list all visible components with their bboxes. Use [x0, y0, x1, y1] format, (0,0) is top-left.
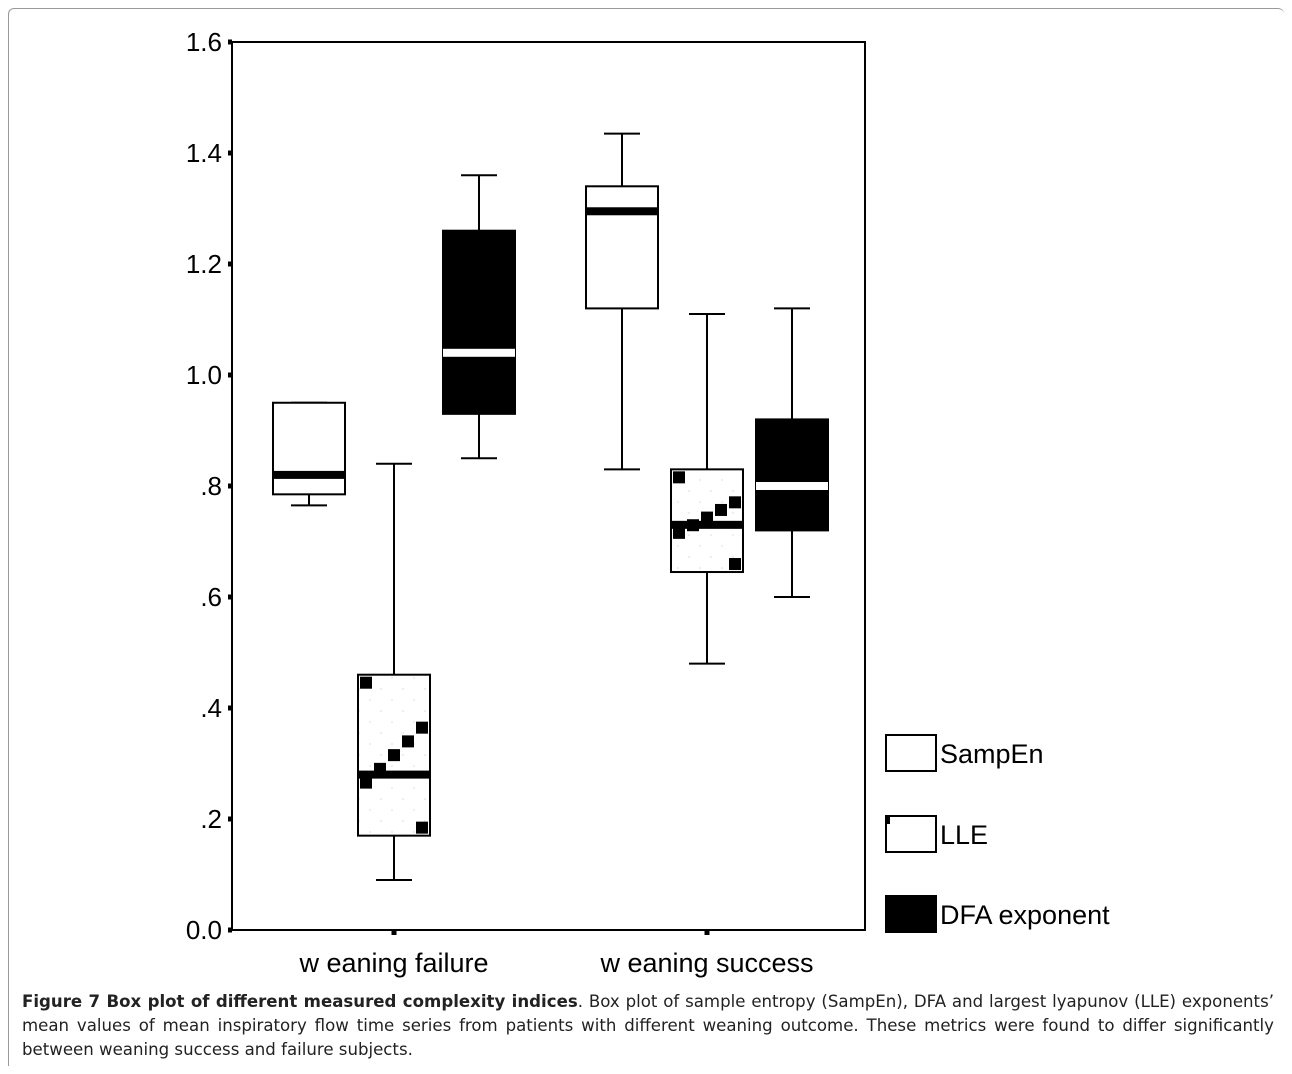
y-tick-label: 1.6: [186, 27, 222, 57]
y-tick-label: .8: [200, 471, 222, 501]
y-tick-label: 0.0: [186, 915, 222, 945]
median-line: [273, 471, 345, 479]
box-plot-chart: 0.0 .2 .4 .6 .8 1.0 1.2 1.4 1.6 w eaning failure w…: [0, 0, 1292, 985]
x-category-label: w eaning failure: [298, 948, 488, 978]
y-tick-mark: [228, 373, 232, 378]
median-line: [671, 521, 743, 529]
y-tick-mark: [228, 817, 232, 822]
box-pattern-square: [729, 496, 741, 508]
x-category-label: w eaning success: [599, 948, 813, 978]
y-tick-label: .2: [200, 804, 222, 834]
y-tick-mark: [228, 484, 232, 489]
legend-swatch: [886, 896, 936, 932]
y-tick-mark: [228, 928, 232, 933]
box-pattern-square: [416, 822, 428, 834]
y-tick-label: 1.0: [186, 360, 222, 390]
legend-swatch: [886, 816, 936, 852]
median-line: [358, 771, 430, 779]
box-pattern-square: [402, 735, 414, 747]
plot-area: 0.0 .2 .4 .6 .8 1.0 1.2 1.4 1.6 w eaning failure w…: [186, 27, 1110, 978]
box-pattern-square: [360, 677, 372, 689]
y-tick-mark: [228, 706, 232, 711]
caption-label: Figure 7 Box plot of different measured …: [22, 992, 578, 1011]
x-tick-mark: [705, 930, 710, 935]
y-tick-mark: [228, 262, 232, 267]
box-iqr: [756, 419, 828, 530]
y-tick-mark: [228, 40, 232, 45]
box-pattern-square: [715, 504, 727, 516]
legend-swatch: [886, 735, 936, 771]
y-tick-label: 1.2: [186, 249, 222, 279]
legend-label: SampEn: [940, 739, 1044, 769]
median-line: [756, 482, 828, 490]
y-tick-label: .6: [200, 582, 222, 612]
legend-label: LLE: [940, 820, 988, 850]
box-pattern-square: [673, 471, 685, 483]
y-tick-label: 1.4: [186, 138, 222, 168]
box-iqr: [586, 186, 658, 308]
median-line: [443, 349, 515, 357]
y-tick-mark: [228, 595, 232, 600]
figure-caption: Figure 7 Box plot of different measured …: [22, 990, 1274, 1062]
box-iqr: [443, 231, 515, 414]
box-pattern-square: [388, 749, 400, 761]
box-iqr: [273, 403, 345, 495]
y-tick-label: .4: [200, 693, 222, 723]
legend-pattern-mark: [886, 816, 890, 824]
box-pattern-square: [416, 722, 428, 734]
x-tick-mark: [392, 930, 397, 935]
median-line: [586, 207, 658, 215]
legend-label: DFA exponent: [940, 900, 1110, 930]
y-tick-mark: [228, 151, 232, 156]
box-pattern-square: [729, 558, 741, 570]
